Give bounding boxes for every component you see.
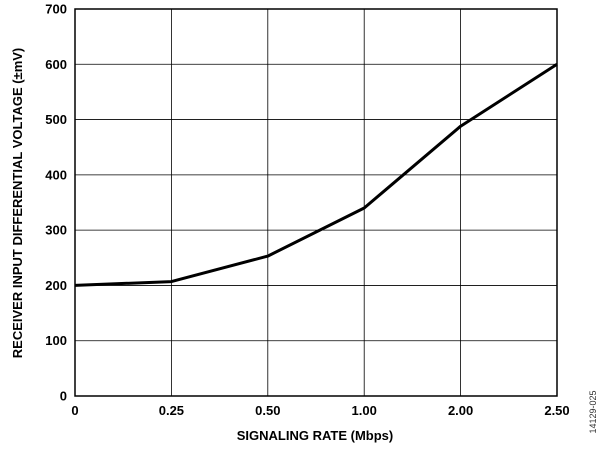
y-tick-label: 300 (45, 223, 67, 238)
x-tick-label: 1.00 (352, 403, 377, 418)
figure-id-label: 14129-025 (588, 390, 598, 433)
y-tick-label: 0 (60, 389, 67, 404)
x-tick-label: 0 (71, 403, 78, 418)
y-tick-label: 100 (45, 333, 67, 348)
grid-lines (74, 8, 558, 397)
x-tick-label: 0.25 (159, 403, 184, 418)
series-line (74, 63, 558, 287)
x-tick-label: 2.00 (448, 403, 473, 418)
x-tick-labels: 0 0.25 0.50 1.00 2.00 2.50 (71, 403, 569, 418)
y-tick-label: 700 (45, 2, 67, 17)
x-axis-title: SIGNALING RATE (Mbps) (237, 428, 393, 443)
x-tick-label: 0.50 (255, 403, 280, 418)
x-tick-label: 2.50 (544, 403, 569, 418)
y-tick-label: 500 (45, 112, 67, 127)
plot-frame (74, 8, 558, 397)
y-tick-label: 400 (45, 167, 67, 182)
y-tick-labels: 0 100 200 300 400 500 600 700 (45, 2, 67, 404)
y-axis-title: RECEIVER INPUT DIFFERENTIAL VOLTAGE (±mV… (10, 48, 25, 358)
y-tick-label: 200 (45, 278, 67, 293)
y-tick-label: 600 (45, 57, 67, 72)
